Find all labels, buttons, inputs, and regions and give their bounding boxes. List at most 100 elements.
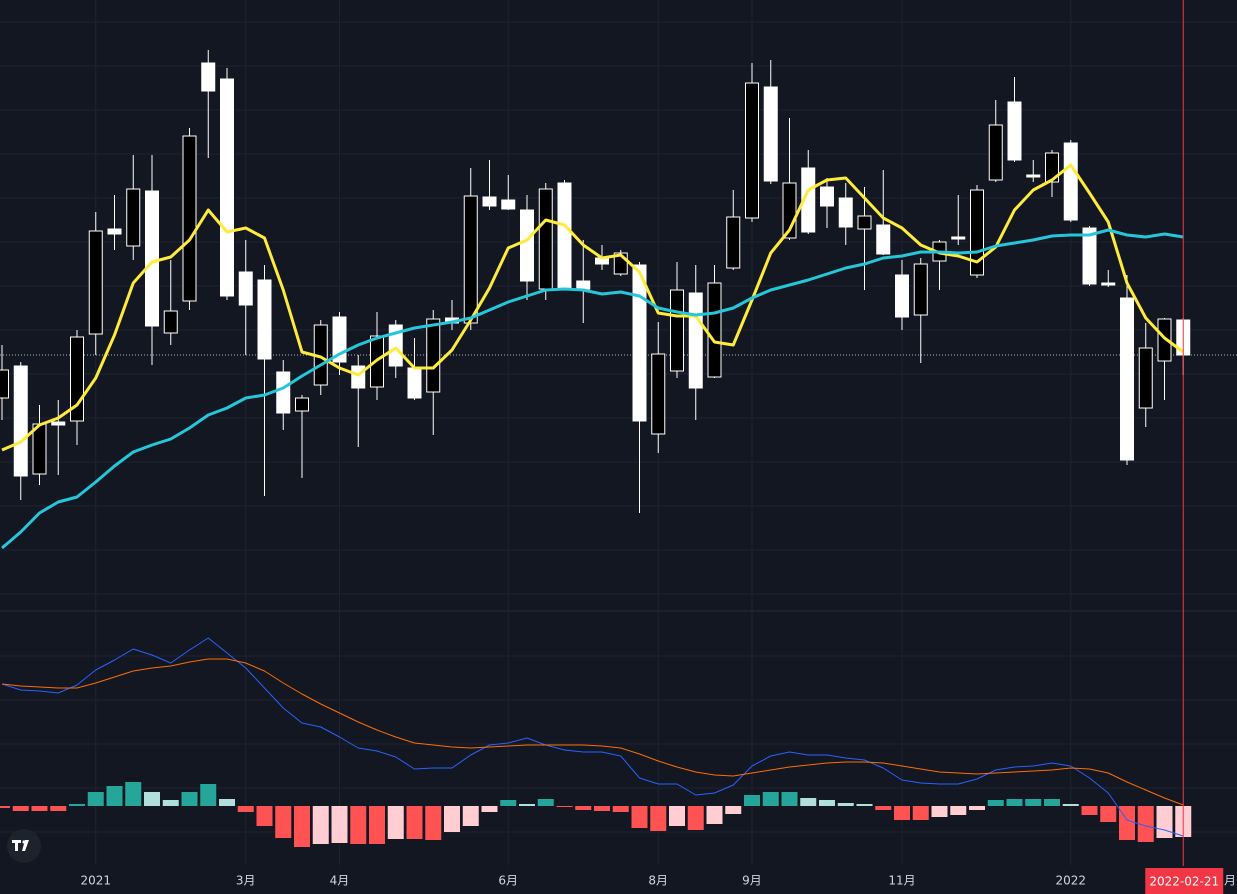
x-tick-label: 月	[1224, 874, 1236, 888]
candle-body	[201, 62, 216, 92]
moving-average	[1, 163, 1185, 452]
macd-line	[1, 637, 1184, 837]
histogram-bar	[762, 792, 779, 806]
histogram-bar	[369, 806, 385, 844]
candle-body	[1120, 297, 1134, 461]
candle-body	[913, 263, 928, 316]
candle-body	[276, 371, 291, 414]
histogram-bar	[481, 806, 498, 812]
x-tick-label: 9月	[742, 874, 762, 888]
histogram-bar	[294, 806, 310, 847]
candle-body	[538, 188, 553, 290]
histogram-bar	[594, 806, 610, 811]
histogram-bar	[556, 806, 573, 807]
tradingview-logo	[7, 829, 41, 863]
histogram-bar	[537, 799, 554, 806]
histogram-bar	[106, 786, 123, 806]
histogram-bar	[1006, 799, 1023, 806]
histogram-bar	[219, 799, 235, 806]
candle-body	[651, 353, 666, 435]
histogram-bar	[125, 782, 142, 806]
candle-body	[951, 236, 966, 240]
candle-body	[838, 197, 853, 228]
candle-body	[88, 230, 103, 335]
histogram-bar	[1156, 806, 1173, 838]
candle-body	[988, 124, 1003, 181]
candle-body	[895, 274, 909, 318]
candle-body	[407, 367, 422, 399]
histogram-bar	[387, 806, 404, 839]
histogram-bar	[406, 806, 423, 839]
candle-body	[763, 86, 778, 182]
x-tick-label: 3月	[236, 874, 256, 888]
histogram-bar	[987, 800, 1004, 806]
histogram-bar	[12, 806, 29, 811]
histogram-bar	[425, 806, 442, 840]
candle-body	[1101, 282, 1116, 286]
x-tick-label: 11月	[888, 874, 915, 888]
candle-body	[126, 188, 141, 247]
histogram-bar	[725, 806, 742, 814]
cursor-label-box	[1145, 868, 1224, 894]
histogram-bar	[462, 806, 479, 826]
candle-body	[501, 199, 516, 210]
histogram-bar	[781, 792, 798, 806]
histogram-bar	[969, 806, 985, 810]
candle-body	[876, 224, 891, 255]
histogram-bar	[800, 798, 817, 806]
histogram-bar	[350, 806, 367, 844]
candle-body	[426, 318, 441, 393]
moving-average	[1, 228, 1184, 550]
candle-body	[1026, 174, 1041, 178]
candle-body	[1082, 227, 1097, 285]
candle-body	[1007, 101, 1022, 161]
histogram-bar	[950, 806, 967, 815]
histogram-bar	[275, 806, 292, 838]
candle-body	[1045, 152, 1059, 183]
x-tick-label: 2022	[1055, 874, 1086, 888]
candle-body	[1157, 318, 1172, 362]
histogram-bar	[331, 806, 348, 843]
histogram-bar	[312, 806, 329, 844]
candle-body	[0, 369, 9, 399]
histogram-bar	[69, 804, 85, 806]
candle-body	[1063, 142, 1078, 221]
cursor-label: 2022-02-21	[1149, 875, 1219, 889]
candle-body	[182, 135, 197, 302]
histogram-bar	[650, 806, 667, 831]
histogram-bar	[1062, 804, 1079, 806]
histogram-bar	[500, 800, 517, 806]
candle-body	[520, 209, 534, 282]
x-tick-label: 4月	[330, 874, 350, 888]
candle-body	[257, 279, 272, 360]
candle-body	[463, 195, 478, 324]
candle-body	[632, 264, 647, 422]
histogram-bar	[31, 806, 48, 811]
histogram-bar	[50, 806, 67, 811]
histogram-bar	[819, 800, 835, 806]
histogram-bar	[1081, 806, 1098, 815]
candle-body	[576, 280, 591, 290]
histogram-bar	[519, 804, 535, 806]
macd-line	[1, 658, 1184, 806]
histogram-bar	[912, 806, 929, 820]
histogram-bar	[837, 803, 854, 806]
candle-body	[145, 190, 159, 327]
candle-body	[801, 167, 816, 233]
histogram-bar	[87, 792, 104, 806]
candle-body	[13, 365, 28, 477]
candle-body	[820, 186, 834, 207]
histogram-bar	[1100, 806, 1117, 822]
histogram-bar	[744, 795, 760, 806]
candle-body	[726, 216, 741, 269]
x-tick-label: 2021	[80, 874, 111, 888]
histogram-bar	[181, 792, 198, 806]
histogram-bar	[1137, 806, 1154, 842]
histogram-bar	[144, 792, 160, 806]
candle-body	[670, 289, 684, 372]
histogram-bar	[200, 784, 217, 806]
histogram-bar	[687, 806, 704, 830]
candle-body	[32, 423, 47, 475]
histogram-bar	[856, 804, 873, 806]
